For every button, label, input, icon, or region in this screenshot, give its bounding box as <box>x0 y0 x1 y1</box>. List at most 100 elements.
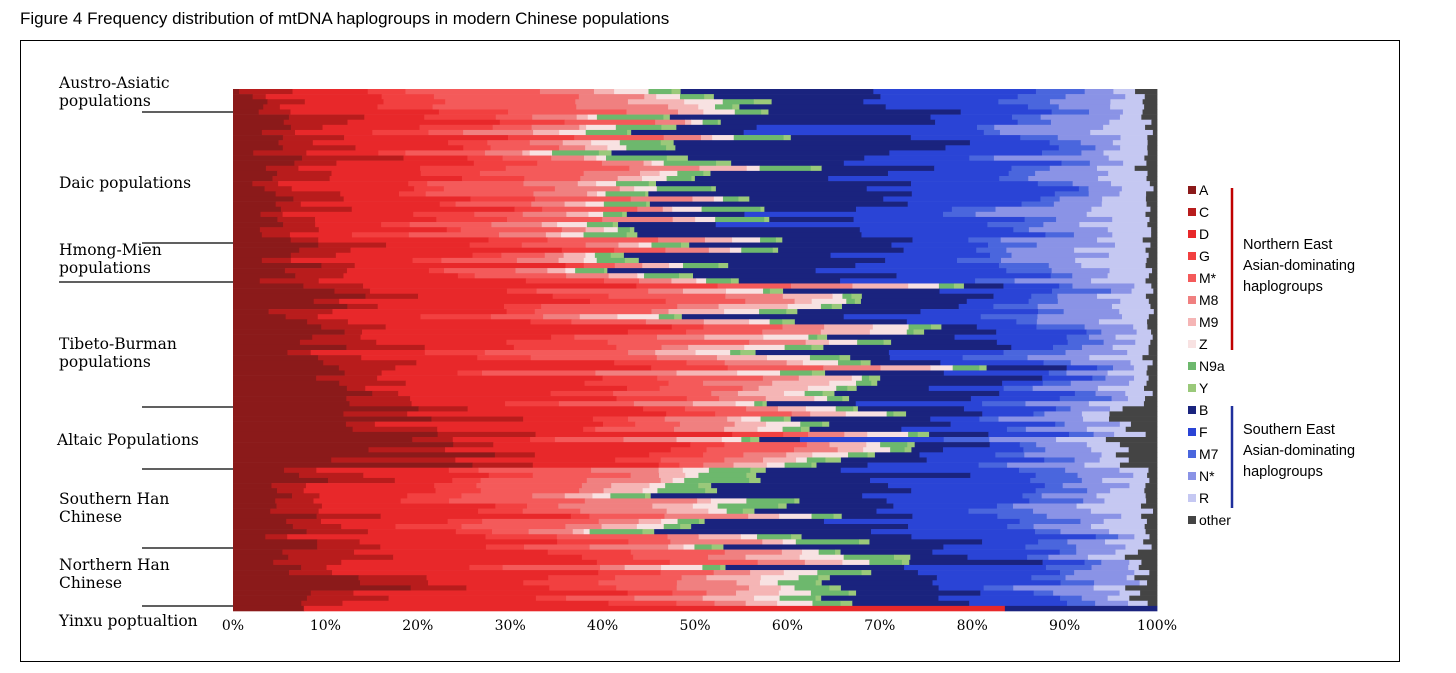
bar-segment-B <box>689 242 892 248</box>
bar-segment-B <box>786 503 894 509</box>
bar-segment-R <box>1133 324 1148 330</box>
bar-segment-M7 <box>1044 457 1076 463</box>
bar-segment-B <box>769 216 854 223</box>
bar-segment-D <box>393 554 583 561</box>
bar-segment-N9a <box>702 564 721 571</box>
bar-segment-M* <box>686 329 763 335</box>
bar-segment-G <box>439 201 456 208</box>
bar-segment-M* <box>589 513 665 520</box>
bar-segment-D <box>426 575 549 581</box>
bar-segment-F <box>936 575 1032 581</box>
bar-segment-N* <box>1043 222 1080 228</box>
bar-segment-other <box>1142 237 1158 243</box>
bar-segment-B <box>618 222 717 228</box>
bar-segment-F <box>939 288 1053 295</box>
bar-segment-M9 <box>617 176 643 182</box>
bar-segment-R <box>1091 278 1146 284</box>
bar-segment-B <box>880 375 1043 382</box>
bar-segment-N* <box>1036 319 1100 325</box>
bar-segment-M9 <box>642 263 670 269</box>
bar-segment-G <box>561 247 615 254</box>
bar-segment-A <box>233 216 278 223</box>
bar-segment-M* <box>547 237 659 243</box>
bar-segment-B <box>768 109 962 115</box>
bar-segment-N* <box>1110 288 1132 295</box>
bar-segment-M9 <box>619 186 635 192</box>
bar-segment-M9 <box>820 329 871 335</box>
bar-segment-N* <box>1037 303 1113 310</box>
bar-segment-C <box>271 483 307 489</box>
bar-segment-M7 <box>1059 283 1073 289</box>
bar-segment-M9 <box>584 155 597 161</box>
bar-segment-G <box>424 350 486 356</box>
bar-segment-N* <box>998 416 1084 422</box>
bar-segment-M* <box>583 263 616 269</box>
bar-segment-M7 <box>1060 595 1083 602</box>
bar-segment-Z <box>799 554 845 561</box>
bar-segment-M8 <box>531 124 580 131</box>
bar-segment-M8 <box>516 257 559 264</box>
bar-segment-Y <box>907 442 916 448</box>
bar-segment-D <box>318 227 448 233</box>
bar-segment-M8 <box>499 232 547 238</box>
bar-segment-R <box>1075 257 1147 264</box>
bar-segment-other <box>1149 216 1158 223</box>
bar-segment-R <box>1081 411 1110 417</box>
bar-segment-M* <box>604 278 640 284</box>
bar-segment-M7 <box>1069 431 1094 438</box>
bar-segment-A <box>233 129 263 136</box>
bar-segment-D <box>340 191 400 197</box>
bar-segment-M7 <box>1055 421 1066 428</box>
bar-segment-N9a <box>846 298 856 305</box>
bar-segment-C <box>345 421 376 428</box>
bar-segment-other <box>1147 600 1158 607</box>
bar-segment-C <box>334 288 371 295</box>
bar-segment-R <box>1114 431 1147 438</box>
bar-segment-F <box>982 411 1034 417</box>
bar-segment-M7 <box>1050 273 1073 279</box>
bar-segment-M7 <box>1036 324 1086 330</box>
bar-segment-Z <box>603 227 619 233</box>
bar-segment-C <box>287 350 312 356</box>
bar-segment-other <box>1147 140 1158 146</box>
bar-segment-G <box>602 375 658 382</box>
bar-segment-M8 <box>724 457 764 463</box>
bar-segment-M* <box>660 570 715 576</box>
x-tick-label: 30% <box>495 618 526 634</box>
bar-segment-A <box>233 160 295 167</box>
bar-segment-N* <box>1084 324 1134 330</box>
bar-segment-Y <box>782 319 796 325</box>
group-label: Yinxu poptualtion <box>58 612 198 630</box>
bar-segment-N* <box>1080 140 1114 146</box>
bar-segment-M9 <box>772 380 830 387</box>
bar-segment-N* <box>1089 160 1124 167</box>
bar-segment-G <box>455 529 493 535</box>
bar-segment-M7 <box>1025 544 1077 550</box>
bar-segment-A <box>233 344 347 351</box>
bar-segment-F <box>855 401 983 407</box>
bar-segment-F <box>906 319 1017 325</box>
bar-segment-Z <box>759 580 779 586</box>
bar-segment-F <box>830 252 991 259</box>
bar-segment-N9a <box>811 513 834 520</box>
bar-segment-M9 <box>786 360 804 366</box>
bar-segment-B <box>607 268 817 274</box>
bar-segment-C <box>301 600 343 607</box>
bar-segment-other <box>1151 227 1158 233</box>
bar-segment-M9 <box>765 396 815 402</box>
bar-segment-B <box>694 176 829 182</box>
bars-layer <box>233 89 1158 612</box>
bar-segment-other <box>1146 380 1158 387</box>
bar-segment-other <box>1146 257 1158 264</box>
bar-segment-N9a <box>726 508 744 515</box>
bar-segment-D <box>428 580 524 586</box>
bar-segment-Y <box>783 416 792 422</box>
bar-segment-F <box>982 539 1039 545</box>
bar-segment-A <box>233 191 277 197</box>
bar-segment-M9 <box>671 278 697 284</box>
bar-segment-Z <box>845 411 888 417</box>
bar-segment-M8 <box>528 529 574 535</box>
bar-segment-M8 <box>630 472 660 479</box>
bar-segment-M8 <box>703 462 734 469</box>
